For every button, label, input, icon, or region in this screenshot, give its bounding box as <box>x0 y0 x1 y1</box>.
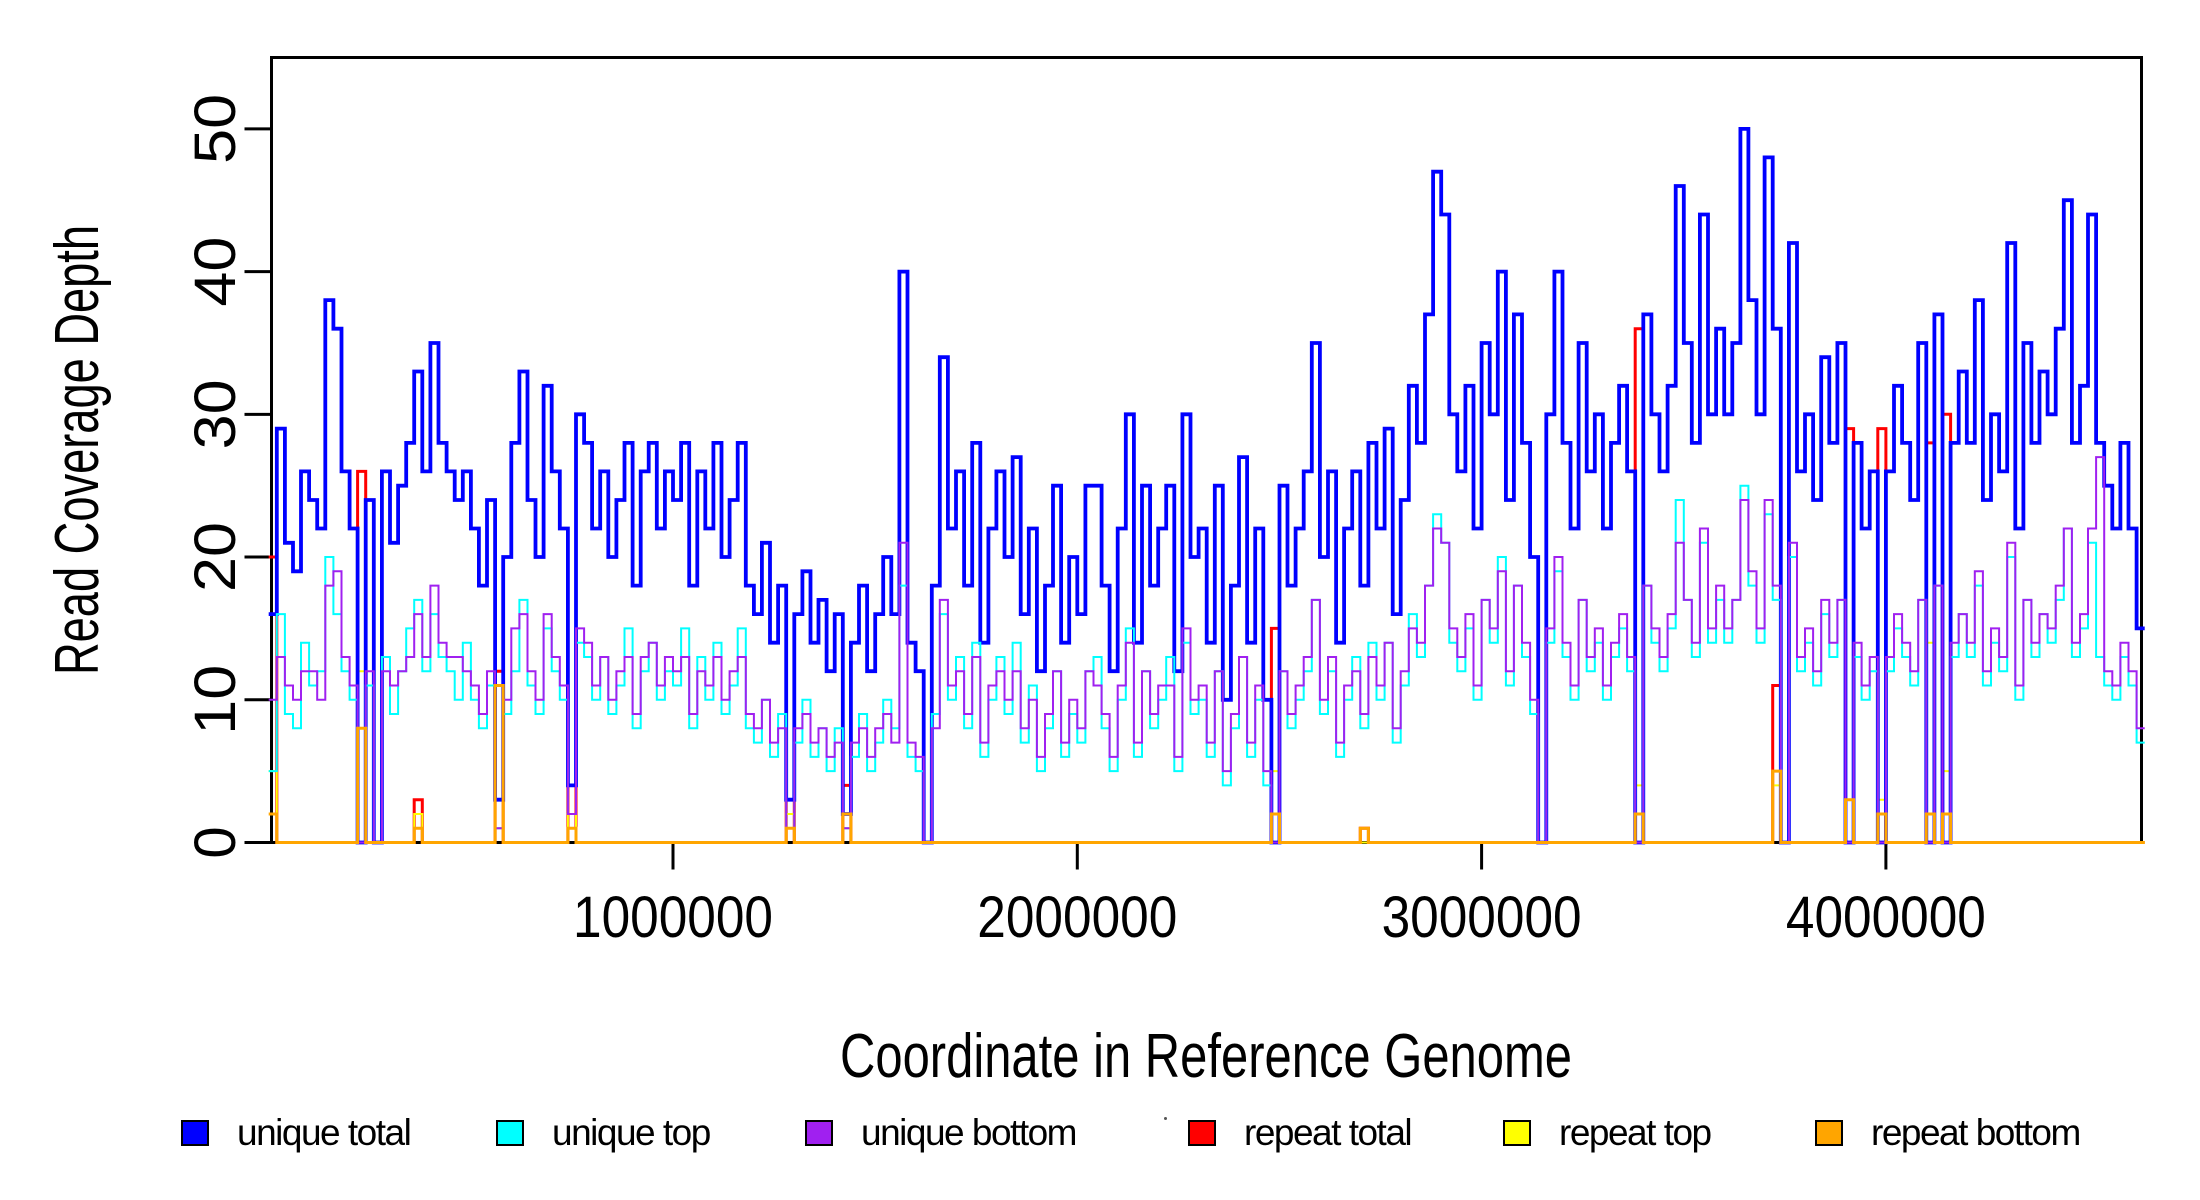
y-tick-label: 0 <box>183 826 248 858</box>
y-tick-label: 10 <box>183 665 248 735</box>
x-axis-title: Coordinate in Reference Genome <box>840 1022 1572 1091</box>
legend-item-repeat-total: repeat total <box>1188 1112 1413 1153</box>
legend-item-unique-total: unique total <box>181 1112 412 1153</box>
legend-label: unique bottom <box>861 1112 1078 1153</box>
x-tick-label: 2000000 <box>977 885 1177 950</box>
y-tick-label: 30 <box>183 379 248 449</box>
legend-swatch-unique-total <box>181 1120 209 1146</box>
legend-label: unique total <box>237 1112 412 1153</box>
legend-item-repeat-top: repeat top <box>1503 1112 1712 1153</box>
x-tick-label: 3000000 <box>1382 885 1582 950</box>
y-axis-title: Read Coverage Depth <box>43 225 112 675</box>
legend-swatch-repeat-total <box>1188 1120 1216 1146</box>
legend-item-unique-top: unique top <box>496 1112 711 1153</box>
legend-label: unique top <box>552 1112 711 1153</box>
series-unique-bottom <box>268 456 2145 844</box>
x-tick-label: 1000000 <box>573 885 773 950</box>
coverage-chart: 0 10 20 30 40 50 1000000 2000000 3000000 4000000… <box>43 56 2145 1091</box>
y-tick-label: 40 <box>183 237 248 307</box>
legend-swatch-repeat-top <box>1503 1120 1531 1146</box>
legend-swatch-unique-bottom <box>805 1120 833 1146</box>
legend-item-unique-bottom: unique bottom <box>805 1112 1078 1153</box>
legend-label: repeat bottom <box>1871 1112 2081 1153</box>
y-tick-label: 50 <box>183 94 248 164</box>
legend-label: repeat top <box>1559 1112 1712 1153</box>
x-tick-label: 4000000 <box>1786 885 1986 950</box>
series-repeat-bottom <box>268 684 2145 844</box>
y-tick-label: 20 <box>183 522 248 592</box>
x-axis-ticks: 1000000 2000000 3000000 4000000 <box>573 842 1986 950</box>
legend-swatch-unique-top <box>496 1120 524 1146</box>
stray-dot <box>1164 1117 1167 1120</box>
legend-swatch-repeat-bottom <box>1815 1120 1843 1146</box>
y-axis-ticks: 0 10 20 30 40 50 <box>183 94 272 859</box>
legend-item-repeat-bottom: repeat bottom <box>1815 1112 2081 1153</box>
series-lines <box>268 127 2145 845</box>
legend-label: repeat total <box>1244 1112 1413 1153</box>
series-unique-total <box>268 127 2145 845</box>
